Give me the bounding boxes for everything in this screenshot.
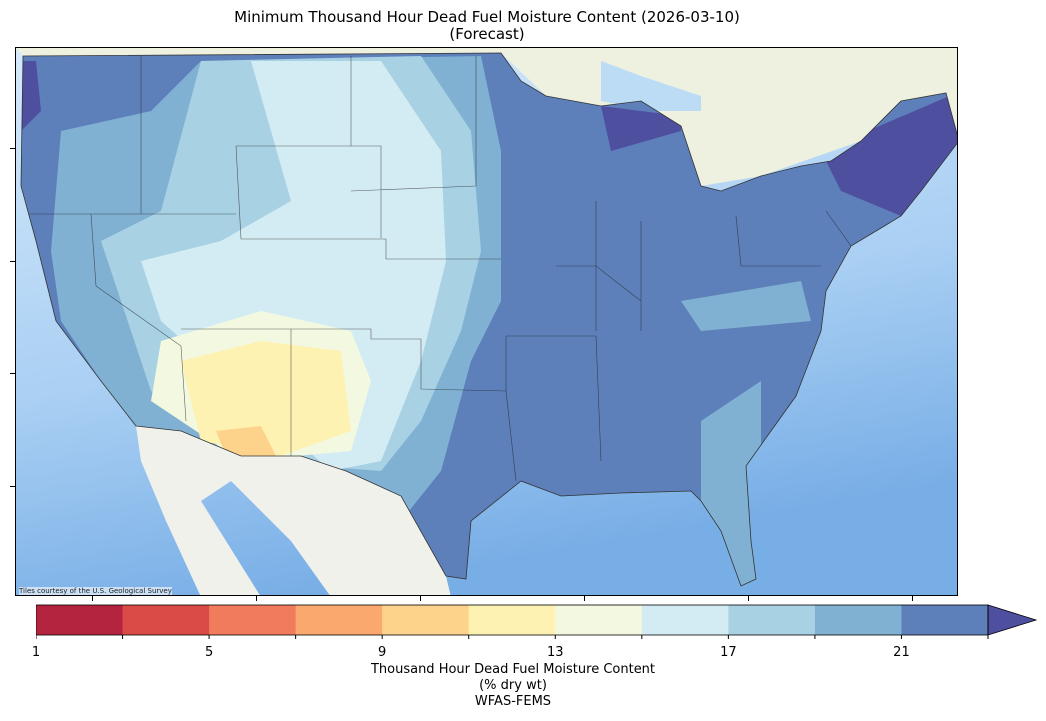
map-title: Minimum Thousand Hour Dead Fuel Moisture… bbox=[0, 9, 974, 43]
colorbar-bin bbox=[122, 605, 210, 635]
canada-land bbox=[16, 48, 957, 186]
colorbar-tick-label: 1 bbox=[31, 645, 41, 660]
title-line-1: Minimum Thousand Hour Dead Fuel Moisture… bbox=[234, 8, 740, 26]
y-tick bbox=[10, 486, 15, 487]
colorbar-tick-label: 5 bbox=[204, 645, 214, 660]
colorbar-tick-label: 17 bbox=[720, 645, 737, 660]
colorbar-bin bbox=[382, 605, 470, 635]
x-tick bbox=[748, 596, 749, 601]
y-tick bbox=[10, 373, 15, 374]
colorbar-label-line-2: (% dry wt) bbox=[479, 678, 547, 693]
fuel-moisture-map[interactable] bbox=[15, 47, 958, 596]
colorbar-tick-label: 13 bbox=[546, 645, 564, 660]
y-tick bbox=[10, 148, 15, 149]
x-tick bbox=[584, 596, 585, 601]
colorbar-bin bbox=[468, 605, 556, 635]
colorbar-bin bbox=[295, 605, 383, 635]
colorbar-label-line-1: Thousand Hour Dead Fuel Moisture Content bbox=[370, 662, 656, 677]
lake-superior bbox=[601, 61, 701, 111]
y-tick bbox=[10, 261, 15, 262]
map-attribution: Tiles courtesy of the U.S. Geological Su… bbox=[19, 587, 172, 595]
colorbar-extend-arrow bbox=[987, 604, 1038, 636]
colorbar-bin bbox=[209, 605, 297, 635]
colorbar-bin bbox=[36, 605, 124, 635]
colorbar-title: Thousand Hour Dead Fuel Moisture Content… bbox=[0, 662, 1026, 710]
mexico-land bbox=[136, 426, 451, 595]
x-tick bbox=[256, 596, 257, 601]
colorbar-label-line-3: WFAS-FEMS bbox=[474, 694, 552, 709]
x-tick bbox=[912, 596, 913, 601]
colorbar-outline bbox=[36, 604, 989, 636]
colorbar-tick-label: 9 bbox=[378, 645, 387, 660]
title-line-2: (Forecast) bbox=[449, 25, 525, 43]
colorbar-bin bbox=[814, 605, 902, 635]
colorbar bbox=[36, 604, 1038, 639]
colorbar-bin bbox=[641, 605, 729, 635]
colorbar-tick-label: 21 bbox=[893, 645, 910, 660]
x-tick bbox=[92, 596, 93, 601]
colorbar-bin bbox=[728, 605, 816, 635]
map-canvas bbox=[16, 48, 957, 595]
x-tick bbox=[420, 596, 421, 601]
colorbar-bin bbox=[901, 605, 989, 635]
colorbar-bin bbox=[555, 605, 643, 635]
